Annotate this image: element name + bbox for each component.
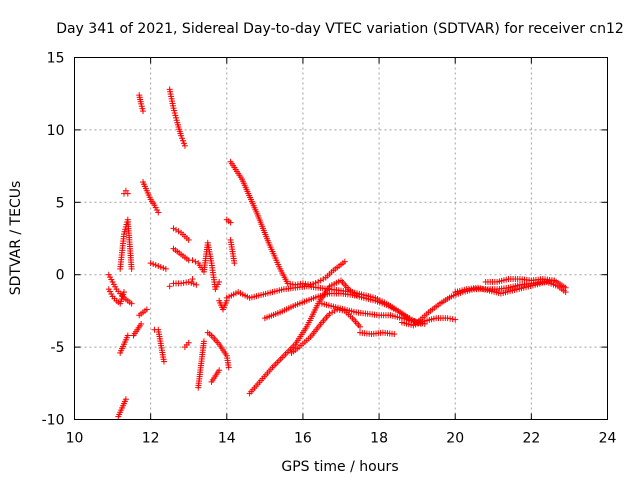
data-point — [223, 297, 230, 304]
y-tick-label: -10 — [42, 413, 65, 429]
y-axis-label: SDTVAR / TECUs — [8, 181, 24, 296]
x-axis-label: GPS time / hours — [281, 459, 398, 475]
data-point — [200, 338, 207, 345]
x-tick-label: 18 — [370, 431, 388, 447]
data-point — [122, 396, 129, 403]
x-tick-label: 10 — [66, 431, 84, 447]
data-point — [152, 262, 159, 269]
data-point — [140, 108, 147, 115]
data-point — [160, 264, 167, 271]
data-point — [216, 367, 223, 374]
data-point — [178, 132, 185, 139]
plot-frame — [74, 57, 608, 420]
data-point — [160, 358, 167, 365]
data-point — [147, 260, 154, 267]
data-point — [138, 320, 145, 327]
data-point — [124, 332, 131, 339]
data-point — [188, 279, 195, 286]
data-markers — [105, 86, 569, 420]
data-point — [329, 309, 336, 316]
grid-lines — [74, 57, 608, 420]
data-point — [189, 257, 196, 264]
data-point — [143, 306, 150, 313]
data-point — [124, 190, 131, 197]
y-tick-label: -5 — [51, 340, 65, 356]
y-tick-label: 0 — [56, 268, 65, 284]
data-point — [551, 277, 558, 284]
data-point — [320, 276, 327, 283]
data-point — [157, 263, 164, 270]
data-point — [562, 289, 569, 296]
y-tick-label: 15 — [47, 51, 65, 67]
data-point — [216, 278, 223, 285]
data-point — [225, 364, 232, 371]
x-tick-label: 20 — [446, 431, 464, 447]
data-point — [162, 265, 169, 272]
x-tick-label: 12 — [142, 431, 160, 447]
data-point — [391, 331, 398, 338]
chart-title: Day 341 of 2021, Sidereal Day-to-day VTE… — [56, 21, 624, 37]
data-point — [326, 310, 333, 317]
axis-ticks — [74, 57, 608, 420]
data-point — [166, 283, 173, 290]
data-point — [185, 339, 192, 346]
data-point — [180, 137, 187, 144]
data-point — [181, 142, 188, 149]
data-point — [192, 258, 199, 265]
data-point — [317, 277, 324, 284]
data-point — [357, 323, 364, 330]
data-point — [179, 135, 186, 142]
data-point — [128, 265, 135, 272]
data-point — [128, 300, 135, 307]
x-tick-label: 24 — [599, 431, 617, 447]
data-point — [175, 228, 182, 235]
data-point — [180, 140, 187, 147]
data-point — [155, 209, 162, 216]
data-point — [231, 260, 238, 267]
y-tick-label: 5 — [56, 195, 65, 211]
data-point — [173, 226, 180, 233]
data-point — [315, 278, 322, 285]
data-point — [120, 289, 127, 296]
data-point — [190, 280, 197, 287]
data-point — [193, 281, 200, 288]
x-tick-label: 22 — [522, 431, 540, 447]
tick-labels: 10 12 14 16 18 20 22 24 -10 -5 0 5 10 15 — [42, 51, 617, 447]
data-point — [185, 278, 192, 285]
data-point — [341, 258, 348, 265]
data-point — [150, 261, 157, 268]
y-tick-label: 10 — [47, 123, 65, 139]
data-point — [170, 225, 177, 232]
x-tick-label: 14 — [218, 431, 236, 447]
data-point — [227, 219, 234, 226]
data-point — [331, 307, 338, 314]
data-point — [185, 236, 192, 243]
data-point — [452, 316, 459, 323]
x-tick-label: 16 — [294, 431, 312, 447]
data-point — [189, 276, 196, 283]
data-point — [155, 263, 162, 270]
